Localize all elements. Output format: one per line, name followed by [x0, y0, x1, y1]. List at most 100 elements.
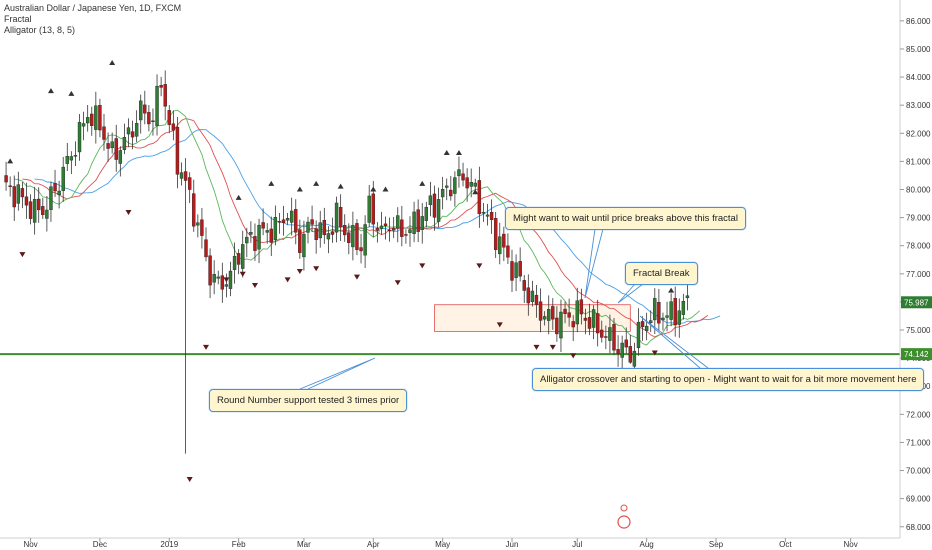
- candle-body: [32, 199, 37, 223]
- candle-body: [249, 232, 253, 235]
- candle-body: [77, 122, 82, 153]
- candle-body: [151, 120, 155, 123]
- candle-body: [400, 219, 404, 237]
- y-tick-label: 75.000: [906, 326, 931, 335]
- candle-body: [37, 198, 41, 211]
- y-tick-label: 81.000: [906, 157, 931, 166]
- candle-body: [563, 308, 567, 314]
- logo-dot: [620, 504, 628, 512]
- candle-body: [640, 321, 645, 328]
- candle-body: [575, 300, 579, 325]
- candle-body: [106, 143, 110, 149]
- candle-body: [477, 180, 482, 215]
- candle-body: [147, 112, 151, 125]
- alligator-indicator-label[interactable]: Alligator (13, 8, 5): [4, 25, 76, 35]
- candle-body: [306, 221, 310, 233]
- candle-body: [241, 244, 245, 269]
- candle-body: [636, 321, 641, 349]
- fractal-up-marker: [47, 88, 54, 94]
- candle-body: [183, 171, 188, 181]
- candle-body: [355, 223, 359, 250]
- candle-body: [294, 209, 298, 233]
- fractal-up-marker: [472, 189, 479, 195]
- candle-body: [681, 301, 686, 315]
- candle-body: [534, 294, 539, 305]
- fractals-layer: [7, 60, 675, 482]
- candle-body: [367, 195, 371, 223]
- candle-body: [624, 339, 628, 348]
- candle-body: [208, 255, 212, 286]
- candle-body: [351, 225, 355, 248]
- x-tick-label: Mar: [297, 540, 311, 549]
- candle-body: [510, 261, 514, 281]
- candle-body: [179, 172, 184, 179]
- symbol-title: Australian Dollar / Japanese Yen, 1D, FX…: [4, 3, 182, 13]
- candle-body: [600, 329, 604, 338]
- fractal-down-marker: [223, 277, 230, 283]
- candle-body: [485, 214, 490, 217]
- price-badges: 75.987 74.142: [901, 296, 932, 361]
- candle-body: [98, 105, 102, 131]
- fractal-wait-leader: [584, 228, 604, 299]
- fractal-up-marker: [443, 149, 450, 155]
- fractal-down-marker: [203, 344, 209, 350]
- candle-body: [159, 85, 163, 88]
- candle-body: [612, 324, 616, 351]
- candle-body: [538, 301, 543, 321]
- candle-body: [547, 309, 551, 321]
- x-tick-label: Aug: [640, 540, 654, 549]
- candle-body: [73, 155, 78, 157]
- price-axis[interactable]: 68.00069.00070.00071.00072.00073.00074.0…: [899, 0, 932, 550]
- candle-body: [396, 215, 400, 229]
- fractal-wait-callout: Might want to wait until price breaks ab…: [505, 207, 746, 230]
- x-tick-label: Jun: [506, 540, 519, 549]
- support-note-leader: [299, 357, 376, 390]
- logo-ring: [617, 515, 631, 529]
- candle-body: [432, 193, 437, 218]
- time-axis[interactable]: Nov Dec 2019 Feb Mar Apr May Jun Jul Aug Sep Oct Nov: [0, 537, 900, 549]
- candle-body: [551, 306, 555, 320]
- candle-body: [530, 290, 535, 302]
- candles-layer: [4, 70, 690, 454]
- support-note-text: Round Number support tested 3 times prio…: [217, 395, 400, 406]
- price-axis-bg: [900, 0, 932, 550]
- candle-body: [310, 219, 314, 225]
- candle-body: [493, 218, 498, 250]
- candle-body: [212, 274, 216, 283]
- candle-body: [49, 186, 53, 210]
- alligator-note-text: Alligator crossover and starting to open…: [540, 374, 917, 385]
- candle-body: [285, 218, 290, 221]
- candle-body: [216, 276, 220, 279]
- svg-text:74.142: 74.142: [904, 350, 929, 359]
- candle-body: [604, 336, 608, 338]
- alligator-note-leader: [639, 315, 709, 369]
- candle-body: [269, 228, 273, 243]
- candle-body: [375, 228, 380, 231]
- candle-body: [130, 131, 135, 138]
- candle-body: [567, 312, 571, 318]
- y-tick-label: 86.000: [906, 17, 931, 26]
- candle-body: [298, 229, 302, 253]
- chart-logo: [617, 504, 631, 529]
- candle-body: [457, 169, 461, 177]
- candle-body: [469, 182, 473, 187]
- fractal-down-marker: [394, 280, 401, 286]
- fractal-indicator-label[interactable]: Fractal: [4, 14, 32, 24]
- candle-body: [591, 309, 596, 328]
- y-tick-label: 78.000: [906, 242, 931, 251]
- candle-body: [139, 100, 143, 121]
- candle-body: [163, 84, 167, 107]
- y-tick-label: 83.000: [906, 101, 931, 110]
- candle-body: [579, 299, 584, 315]
- fractal-up-marker: [419, 180, 426, 186]
- candle-body: [359, 247, 363, 252]
- fractal-up-marker: [337, 183, 344, 189]
- candle-body: [171, 123, 176, 131]
- fractal-down-marker: [313, 266, 320, 272]
- candle-body: [118, 150, 123, 164]
- candle-body: [20, 188, 25, 198]
- candle-body: [514, 262, 518, 278]
- candle-body: [632, 350, 637, 367]
- candle-body: [489, 212, 494, 221]
